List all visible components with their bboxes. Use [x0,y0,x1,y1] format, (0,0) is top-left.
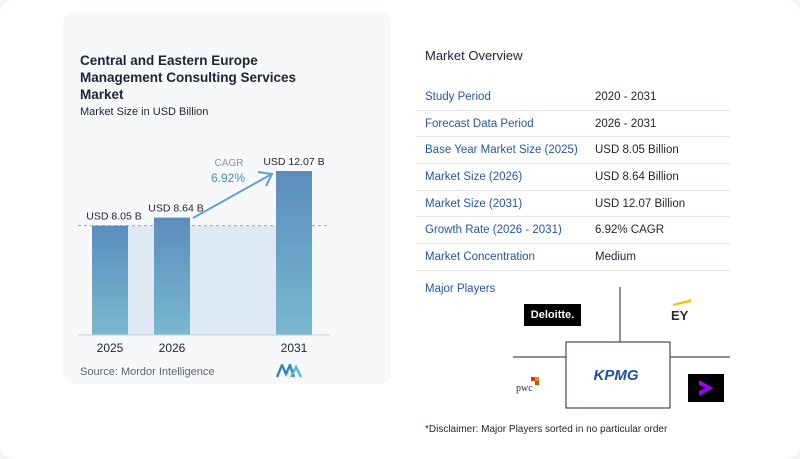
cagr-label: CAGR [215,158,244,169]
source-text: Source: Mordor Intelligence [80,366,215,378]
row-key: Base Year Market Size (2025) [425,144,578,157]
ey-logo-icon: EY [671,299,691,322]
x-tick-2025: 2025 [97,341,124,355]
row-key: Study Period [425,90,491,103]
row-value: Medium [595,250,636,263]
row-key: Market Size (2031) [425,197,523,210]
cagr-arrow-line [192,174,271,219]
ey-logo: EY [669,298,693,322]
data-label-2025: USD 8.05 B [86,211,141,223]
players-title: Major Players [425,283,496,295]
row-value: USD 12.07 Billion [595,197,686,210]
table-row: Market Concentration Medium [416,244,730,271]
chart-subtitle: Market Size in USD Billion [80,106,209,118]
table-row: Study Period 2020 - 2031 [416,84,730,111]
bar-2026 [154,217,190,335]
row-key: Forecast Data Period [425,117,534,130]
row-key: Market Concentration [425,250,535,263]
cagr-value: 6.92% [211,171,245,185]
disclaimer-text: *Disclaimer: Major Players sorted in no … [425,424,668,435]
data-label-2026: USD 8.64 B [148,203,203,215]
accenture-chevron-icon [699,380,713,396]
overview-table: Study Period 2020 - 2031 Forecast Data Pe… [416,84,730,271]
ey-logo-text: EY [671,308,689,322]
table-row: Market Size (2031) USD 12.07 Billion [416,191,730,218]
bar-chart: USD 8.05 B 2025 USD 8.64 B 2026 USD 12.07 B 2… [78,156,330,355]
pwc-logo: pwc [515,376,543,394]
growth-region [128,225,276,335]
bar-2025 [92,225,128,335]
row-value: 2020 - 2031 [595,90,657,103]
mordor-logo-icon [276,364,302,378]
table-row: Market Size (2026) USD 8.64 Billion [416,164,730,191]
row-value: 6.92% CAGR [595,224,665,237]
pwc-logo-text: pwc [516,383,533,394]
row-key: Growth Rate (2026 - 2031) [425,224,562,237]
table-row: Forecast Data Period 2026 - 2031 [416,111,730,138]
chart-title: Central and Eastern Europe Management Co… [80,53,297,102]
deloitte-logo: Deloitte. [524,304,581,326]
accenture-logo [688,374,724,402]
row-key: Market Size (2026) [425,170,523,183]
table-row: Growth Rate (2026 - 2031) 6.92% CAGR [416,217,730,245]
bar-2031 [276,171,312,335]
x-tick-2026: 2026 [159,341,186,355]
data-label-2031: USD 12.07 B [263,156,324,168]
overview-title: Market Overview [425,48,523,63]
x-tick-2031: 2031 [281,341,308,355]
row-value: USD 8.05 Billion [595,144,679,157]
row-value: 2026 - 2031 [595,117,657,130]
cagr-arrow-head [257,171,274,187]
table-row: Base Year Market Size (2025) USD 8.05 Bil… [416,137,730,165]
pwc-logo-icon: pwc [516,377,539,394]
row-value: USD 8.64 Billion [595,170,679,183]
kpmg-logo: KPMG [593,366,639,384]
